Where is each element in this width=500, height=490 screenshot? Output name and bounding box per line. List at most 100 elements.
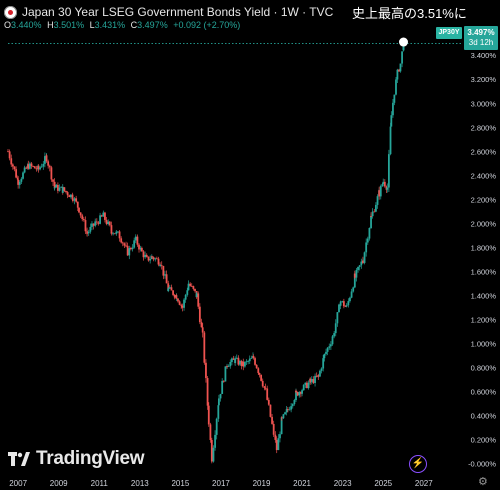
candle <box>389 122 392 156</box>
candle <box>302 384 305 391</box>
candle <box>382 178 385 187</box>
candle <box>304 382 307 388</box>
lightning-bolt-icon[interactable]: ⚡ <box>409 455 427 473</box>
y-tick-label: 1.400% <box>471 291 497 300</box>
candle <box>56 182 59 194</box>
candle <box>360 258 363 269</box>
candle <box>341 300 344 303</box>
price-axis: -0.000% 0.200% 0.400% 0.600% 0.800% 1.000% 1.2… <box>468 51 496 468</box>
x-tick-label: 2021 <box>293 479 311 488</box>
candle <box>247 360 250 365</box>
candle <box>386 183 389 193</box>
candle <box>99 212 101 225</box>
symbol-badge[interactable]: JP30Y <box>436 27 462 39</box>
candle <box>349 296 351 303</box>
candle <box>167 287 170 293</box>
candle <box>221 378 224 394</box>
candle <box>112 231 114 236</box>
x-tick-label: 2009 <box>50 479 68 488</box>
candle <box>73 197 76 205</box>
candle <box>235 354 238 360</box>
candle <box>358 264 361 271</box>
y-tick-label: 0.800% <box>471 364 497 373</box>
x-tick-label: 2025 <box>374 479 392 488</box>
x-tick-label: 2023 <box>334 479 352 488</box>
high-value: 3.501% <box>53 20 85 30</box>
candle <box>257 367 260 375</box>
x-tick-label: 2015 <box>171 479 189 488</box>
candle <box>312 376 315 384</box>
candle <box>286 406 289 413</box>
candle <box>378 186 381 200</box>
candle <box>237 355 240 366</box>
gear-icon[interactable]: ⚙ <box>478 476 488 488</box>
candle <box>139 245 142 252</box>
candle <box>393 94 396 106</box>
candle <box>353 270 356 279</box>
x-tick-label: 2019 <box>253 479 271 488</box>
candle <box>231 357 233 366</box>
candle <box>121 241 124 247</box>
candle <box>314 373 316 387</box>
candle <box>44 152 46 168</box>
candle <box>189 282 192 287</box>
candle <box>269 404 272 418</box>
candle <box>323 353 326 362</box>
candle <box>66 191 69 199</box>
candle <box>125 241 127 248</box>
candle <box>89 223 92 234</box>
candle <box>58 184 61 192</box>
candle <box>334 319 337 337</box>
candle <box>219 393 222 402</box>
candle <box>178 300 181 306</box>
candle <box>288 406 291 411</box>
candle <box>75 195 78 203</box>
candle <box>120 236 123 244</box>
last-price: 3.497% <box>467 28 495 37</box>
tradingview-logo[interactable]: TradingView <box>8 448 145 470</box>
x-tick-label: 2017 <box>212 479 230 488</box>
candle <box>248 355 251 364</box>
candle <box>23 165 26 174</box>
candle <box>131 244 134 252</box>
chart-header: Japan 30 Year LSEG Government Bonds Yiel… <box>4 4 333 20</box>
candle <box>264 383 267 391</box>
candle <box>172 290 174 297</box>
candle <box>274 431 277 443</box>
candle <box>52 179 54 186</box>
candle <box>368 227 371 241</box>
candle <box>396 68 399 83</box>
candle <box>309 377 312 385</box>
candle <box>123 242 126 249</box>
candle <box>107 219 110 226</box>
high-label: H <box>47 20 54 30</box>
candle <box>63 187 66 192</box>
candle <box>147 256 150 262</box>
candle <box>224 366 227 382</box>
candle <box>398 68 400 72</box>
candle <box>53 187 56 191</box>
candle <box>30 161 33 169</box>
candle <box>240 359 243 370</box>
candle <box>290 402 293 413</box>
candle <box>95 218 98 226</box>
overlay-layer <box>8 37 462 47</box>
y-tick-label: 3.200% <box>471 75 497 84</box>
candle <box>296 391 299 397</box>
candle <box>271 413 273 425</box>
candle <box>108 220 111 227</box>
y-tick-label: 2.200% <box>471 195 497 204</box>
y-tick-label: 1.200% <box>471 315 497 324</box>
candle <box>279 431 281 443</box>
candle <box>133 237 136 249</box>
y-tick-label: 0.400% <box>471 412 497 421</box>
y-tick-label: 2.400% <box>471 171 497 180</box>
candle <box>181 303 184 312</box>
candle <box>76 201 79 212</box>
candle <box>272 428 275 437</box>
candle <box>92 223 95 230</box>
candle <box>299 391 302 398</box>
candle <box>200 318 203 328</box>
